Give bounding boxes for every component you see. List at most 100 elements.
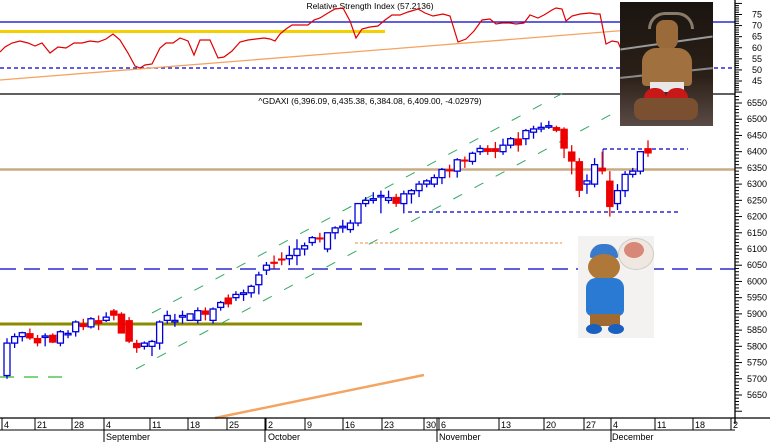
month-label: November [439,432,481,442]
candle [537,122,545,133]
candle [308,236,316,246]
bubble-bear-face [624,242,644,258]
candle [529,125,538,139]
rsi-tick-label: 50 [752,65,762,75]
candle [316,232,324,243]
candle [514,132,523,152]
rsi-tick-label: 45 [752,76,762,86]
candle [178,310,187,324]
rsi-tick-label: 75 [752,10,762,20]
bull-head [656,20,678,50]
candle [461,156,469,168]
candle [171,313,179,327]
candle [339,219,347,233]
candle [377,190,385,214]
price-tick-label: 5850 [747,325,767,335]
candle [621,171,629,198]
channel-upper [151,91,566,314]
date-tick-label: 18 [190,420,200,430]
candle [606,171,614,217]
price-tick-label: 6400 [747,147,767,157]
date-tick-label: 6 [441,420,446,430]
candle [400,190,408,214]
candle [567,145,576,175]
rsi-trendline [0,23,706,81]
candle [140,341,149,350]
price-tick-label: 5750 [747,358,767,368]
candle [3,338,11,379]
candle [300,242,309,256]
month-label: December [612,432,654,442]
price-tick-label: 6100 [747,244,767,254]
candle [186,313,194,322]
price-tick-label: 5650 [747,390,767,400]
month-label: October [268,432,300,442]
candle [72,320,80,337]
price-title: ^GDAXI (6,396.09, 6,435.38, 6,384.08, 6,… [258,96,481,106]
candle [49,333,57,344]
candle [499,138,507,155]
candle [293,239,301,266]
bull-body [642,48,692,86]
bull-legs [634,98,698,120]
candle [415,180,423,198]
candle [41,333,49,347]
channel-lower [135,113,613,370]
candle [445,164,454,178]
date-tick-label: 28 [74,420,84,430]
candle [560,127,568,159]
candle [346,219,355,233]
bear-head [588,254,620,280]
rsi-series [0,7,669,86]
date-tick-label: 9 [307,420,312,430]
candle [384,190,393,204]
rsi-tick-label: 70 [752,21,762,31]
candle [362,197,370,207]
candle [194,307,202,324]
price-tick-label: 5900 [747,309,767,319]
candle [392,193,400,207]
candle [201,307,210,321]
price-tick-label: 6000 [747,276,767,286]
date-tick-label: 4 [613,420,618,430]
candle [125,317,133,344]
candle [354,202,362,227]
candle [224,294,233,308]
candle [331,226,339,240]
candle [369,192,377,204]
candle [598,151,606,175]
candle [285,245,293,266]
candle [583,174,591,194]
month-label: September [106,432,150,442]
candle [590,158,599,188]
price-tick-label: 5800 [747,341,767,351]
price-tick-label: 6500 [747,114,767,124]
bear-slipper-right [608,324,624,334]
price-tick-label: 6350 [747,163,767,173]
candle [484,145,492,155]
price-tick-label: 6150 [747,228,767,238]
candle [155,320,164,350]
candle [255,271,263,295]
date-tick-label: 30 [426,420,436,430]
candle [423,179,431,188]
bear-pajamas [586,278,624,316]
candle [613,184,622,211]
date-tick-label: 16 [345,420,355,430]
price-tick-label: 6200 [747,212,767,222]
candle [506,137,515,149]
long-term-trendline [214,373,425,420]
date-tick-label: 18 [695,420,705,430]
price-tick-label: 6250 [747,195,767,205]
candle [430,174,438,188]
candle [18,331,26,342]
candle [10,333,19,348]
price-axis: 6550 6500 6450 6400 6350 6300 6250 6200 6150 6100… [735,96,767,412]
rsi-pane: Relative Strength Index (57.2136) [0,1,735,86]
candle [453,158,461,178]
candle [323,232,332,253]
date-tick-label: 25 [229,420,239,430]
candle [545,120,553,129]
